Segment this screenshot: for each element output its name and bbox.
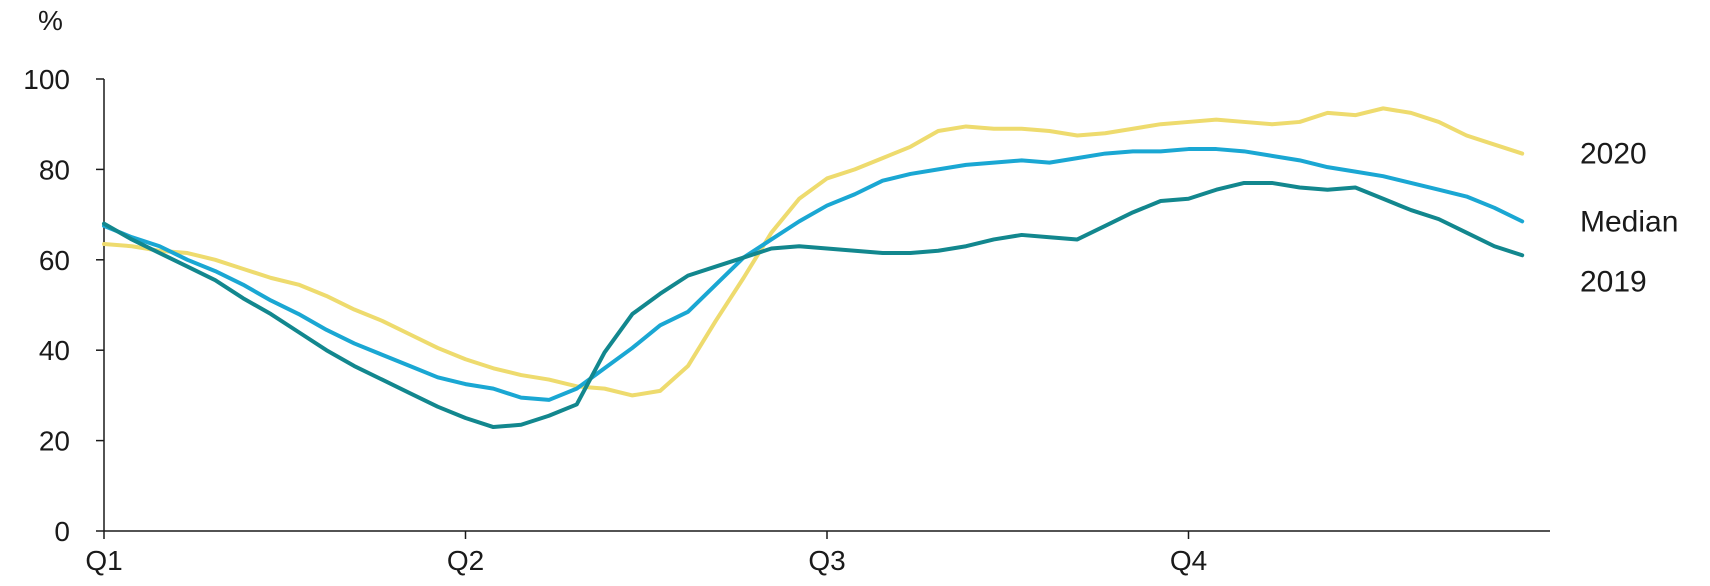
y-tick-label: 100 — [23, 64, 70, 95]
y-tick-label: 80 — [39, 154, 70, 185]
series-line-2020 — [102, 106, 1525, 398]
series-label-2019: 2019 — [1580, 265, 1647, 298]
series-lines — [102, 106, 1525, 430]
x-tick-label: Q4 — [1170, 545, 1207, 576]
y-axis-ticks: 0 20 40 60 80 100 — [23, 64, 104, 547]
y-tick-label: 20 — [39, 426, 70, 457]
x-tick-label: Q1 — [85, 545, 122, 576]
y-tick-label: 40 — [39, 335, 70, 366]
y-tick-label: 0 — [54, 516, 70, 547]
series-labels: 2020 Median 2019 — [1580, 138, 1678, 299]
series-line-median — [102, 147, 1525, 402]
series-line-2019 — [102, 180, 1525, 430]
x-tick-label: Q2 — [447, 545, 484, 576]
x-tick-label: Q3 — [808, 545, 845, 576]
series-label-median: Median — [1580, 205, 1678, 238]
x-axis-ticks: Q1 Q2 Q3 Q4 — [85, 531, 1207, 576]
series-label-2020: 2020 — [1580, 138, 1647, 171]
y-tick-label: 60 — [39, 245, 70, 276]
y-axis-unit-label: % — [38, 5, 63, 36]
